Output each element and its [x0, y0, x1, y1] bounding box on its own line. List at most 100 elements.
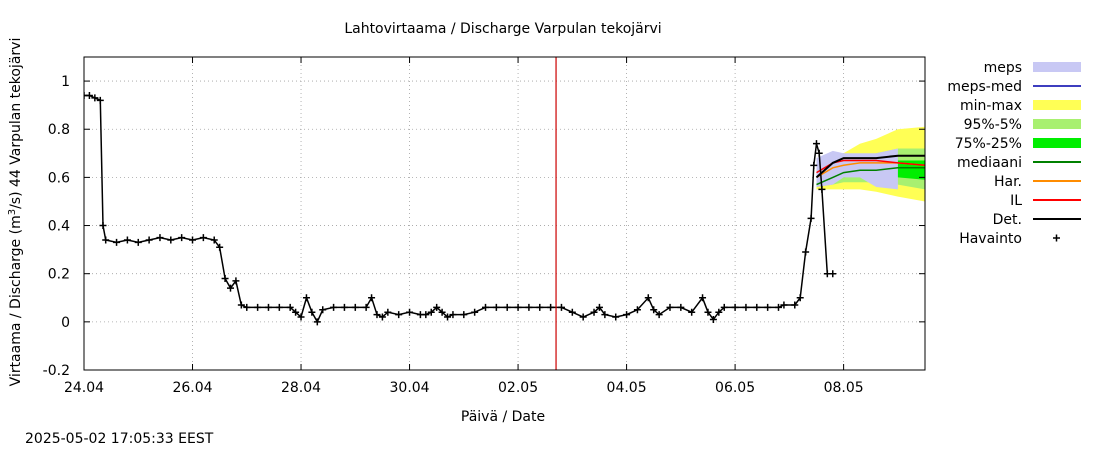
observation-point [113, 238, 121, 246]
observation-point [810, 161, 818, 169]
line-il [816, 159, 925, 174]
x-axis-label: Päivä / Date [461, 409, 545, 425]
legend-swatch [1033, 138, 1081, 148]
y-tick-label: 0.4 [48, 219, 70, 235]
observation-point [264, 303, 272, 311]
observation-point [595, 303, 603, 311]
y-ticks: -0.2 0 0.2 0.4 0.6 0.8 1 [43, 74, 925, 379]
observation-point [199, 234, 207, 242]
y-tick-label: 0.8 [48, 122, 70, 138]
legend-label: IL [1010, 193, 1022, 209]
observation-point [221, 275, 229, 283]
observation-point [503, 303, 511, 311]
observation-point [167, 236, 175, 244]
x-tick-label: 28.04 [281, 380, 321, 396]
observation-point [590, 308, 598, 316]
observation-point [210, 236, 218, 244]
observation-point [302, 294, 310, 302]
observation-point [568, 308, 576, 316]
observation-point [514, 303, 522, 311]
observation-point [237, 301, 245, 309]
observation-point [216, 243, 224, 251]
observation-point [123, 236, 131, 244]
observation-point [96, 96, 104, 104]
observation-point [292, 308, 300, 316]
observation-point [319, 306, 327, 314]
observation-point [395, 311, 403, 319]
observation-point [655, 311, 663, 319]
legend-swatch [1033, 62, 1081, 72]
observation-point [715, 308, 723, 316]
legend: meps meps-med min-max 95%-5% 75%-25% mediaani… [947, 60, 1081, 247]
line-har- [816, 162, 925, 179]
observation-point [351, 303, 359, 311]
observation-point [633, 306, 641, 314]
observation-point [815, 149, 823, 157]
observation-point [406, 308, 414, 316]
observation-point [492, 303, 500, 311]
observation-point [731, 303, 739, 311]
observation-point [807, 214, 815, 222]
observation-point [91, 94, 99, 102]
observation-point [536, 303, 544, 311]
legend-label: 95%-5% [964, 117, 1022, 133]
line-det- [815, 154, 925, 179]
observation-point [623, 311, 631, 319]
observation-point [362, 303, 370, 311]
legend-label: Har. [994, 174, 1022, 190]
y-tick-label: 1 [61, 74, 70, 90]
legend-swatch [1033, 119, 1081, 129]
observation-point [775, 303, 783, 311]
y-tick-label: 0.2 [48, 267, 70, 283]
x-tick-label: 26.04 [172, 380, 212, 396]
observation-point [650, 306, 658, 314]
observation-point [134, 238, 142, 246]
observation-point [818, 185, 826, 193]
x-tick-label: 06.05 [715, 380, 755, 396]
legend-marker [1053, 234, 1060, 242]
x-ticks: 24.04 26.04 28.04 30.04 02.05 04.05 06.05 08.05 [64, 57, 864, 396]
observation-point [525, 303, 533, 311]
observation-point [677, 303, 685, 311]
observation-point [297, 313, 305, 321]
observation-point [232, 277, 240, 285]
observation-point [330, 303, 338, 311]
observation-point [422, 311, 430, 319]
observation-point [275, 303, 283, 311]
observation-point [378, 313, 386, 321]
observation-point [226, 284, 234, 292]
line-mediaani [816, 167, 925, 186]
observation-point [178, 234, 186, 242]
observation-point [313, 318, 321, 326]
observation-point [286, 303, 294, 311]
observation-point [340, 303, 348, 311]
timestamp: 2025-05-02 17:05:33 EEST [25, 431, 214, 447]
observation-point [85, 92, 93, 100]
observation-point [444, 313, 452, 321]
observation-point [99, 222, 107, 230]
observation-point [829, 270, 837, 278]
observation-point [482, 303, 490, 311]
grid [83, 57, 925, 371]
observation-point [601, 311, 609, 319]
observation-point [433, 303, 441, 311]
observation-point [102, 236, 110, 244]
observation-point [449, 311, 457, 319]
observation-point [243, 303, 251, 311]
observation-point [812, 140, 820, 148]
legend-label: meps [984, 60, 1022, 76]
observation-point [368, 294, 376, 302]
plot-frame [83, 56, 926, 371]
x-tick-label: 08.05 [824, 380, 864, 396]
observation-point [308, 308, 316, 316]
observation-point [780, 301, 788, 309]
observation-point [764, 303, 772, 311]
legend-label: mediaani [957, 155, 1022, 171]
y-tick-label: 0.6 [48, 170, 70, 186]
observation-point [156, 234, 164, 242]
y-axis-label-suffix: /s) 44 Varpulan tekojärvi [8, 38, 24, 209]
y-axis-label: Virtaama / Discharge (m3/s) 44 Varpulan … [7, 38, 25, 387]
observation-point [791, 301, 799, 309]
legend-label: 75%-25% [955, 136, 1022, 152]
